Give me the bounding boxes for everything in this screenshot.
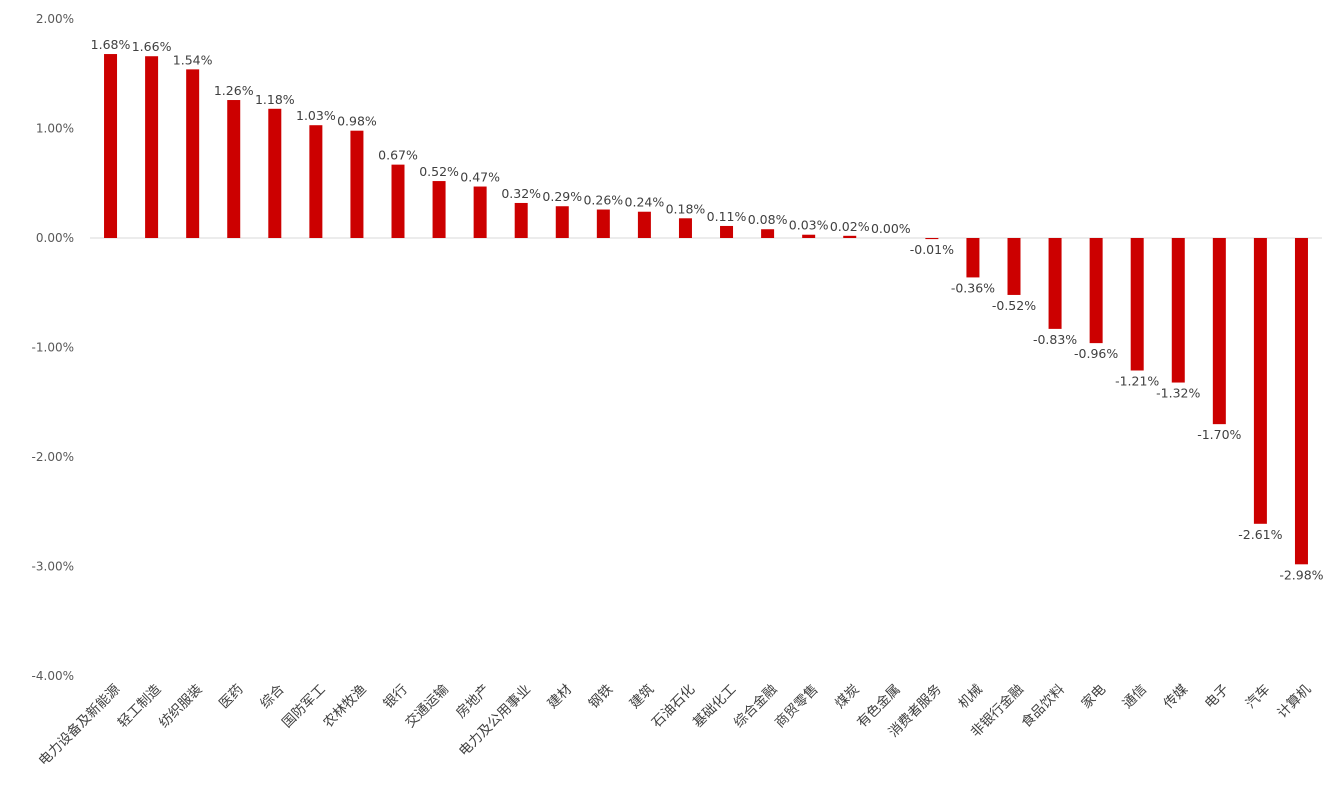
x-tick-label: 国防军工	[279, 682, 328, 731]
data-label: -1.21%	[1115, 373, 1159, 388]
bar-22	[966, 238, 980, 278]
bar-1	[104, 54, 118, 238]
data-label: 0.47%	[460, 170, 500, 185]
bar-10	[473, 186, 487, 238]
x-tick-label: 综合金融	[731, 681, 781, 731]
bar-18	[802, 234, 816, 238]
x-tick-label: 汽车	[1242, 681, 1273, 712]
y-tick-label: 1.00%	[36, 122, 74, 136]
x-tick-label: 机械	[955, 682, 985, 712]
data-label: 0.29%	[542, 189, 582, 204]
bar-26	[1130, 238, 1144, 371]
data-label: -1.32%	[1156, 386, 1200, 401]
x-tick-label: 商贸零售	[772, 682, 821, 731]
bar-15	[678, 218, 692, 238]
data-label: 0.03%	[789, 218, 829, 233]
data-label: 0.11%	[707, 209, 747, 224]
data-label: 1.66%	[132, 39, 172, 54]
data-label: 0.26%	[583, 193, 623, 208]
x-tick-label: 钢铁	[586, 681, 617, 712]
data-label: -0.52%	[992, 298, 1036, 313]
bar-19	[843, 235, 857, 238]
x-tick-label: 房地产	[453, 682, 493, 722]
data-label: 0.18%	[666, 201, 706, 216]
data-label-group: 1.68% 1.66%1.54% 1.26%1.18%1.03% 0.98% 0.67%…	[91, 37, 1324, 582]
x-tick-label: 农林牧渔	[320, 682, 369, 731]
bar-11	[514, 202, 528, 238]
bar-28	[1212, 238, 1226, 425]
bar-29	[1253, 238, 1267, 524]
bar-21	[925, 238, 939, 240]
bar-7	[350, 130, 364, 238]
data-label: 0.00%	[871, 221, 911, 236]
bar-25	[1089, 238, 1103, 344]
x-tick-label: 电力及公用事业	[456, 682, 534, 760]
data-label: 0.32%	[501, 186, 541, 201]
y-tick-label: -4.00%	[32, 669, 74, 683]
data-label: 1.26%	[214, 83, 254, 98]
bar-6	[309, 125, 323, 238]
x-tick-label: 电力设备及新能源	[35, 680, 124, 769]
x-tick-label: 综合	[257, 681, 288, 712]
y-tick-label: 2.00%	[36, 12, 74, 26]
data-label: 0.52%	[419, 164, 459, 179]
bar-series	[104, 54, 1308, 565]
bar-9	[432, 181, 446, 238]
x-tick-label: 交通运输	[402, 680, 453, 731]
data-label: -0.96%	[1074, 346, 1118, 361]
data-label: 0.67%	[378, 148, 418, 163]
bar-14	[637, 211, 651, 238]
x-tick-label: 纺织服装	[156, 682, 205, 731]
y-tick-label: -2.00%	[32, 450, 74, 464]
x-tick-label: 家电	[1078, 681, 1109, 712]
y-tick-label: 0.00%	[36, 231, 74, 245]
data-label: -2.98%	[1279, 567, 1323, 582]
bar-3	[186, 69, 200, 239]
data-label: 1.68%	[91, 37, 131, 52]
data-label: 0.08%	[748, 212, 788, 227]
bar-16	[720, 225, 734, 238]
data-label: 0.98%	[337, 114, 377, 129]
data-label: -1.70%	[1197, 427, 1241, 442]
y-axis: 2.00% 1.00% 0.00% -1.00% -2.00% -3.00% -4.00%	[32, 12, 74, 683]
bar-4	[227, 100, 241, 238]
x-tick-label: 通信	[1120, 682, 1150, 712]
bar-5	[268, 108, 282, 238]
data-label: 0.24%	[625, 195, 665, 210]
data-label: -0.83%	[1033, 332, 1077, 347]
data-label: 1.54%	[173, 52, 213, 67]
x-tick-label: 煤炭	[832, 682, 862, 712]
bar-23	[1007, 238, 1021, 295]
bar-8	[391, 164, 405, 238]
data-label: 1.18%	[255, 92, 295, 107]
y-tick-label: -1.00%	[32, 341, 74, 355]
x-tick-label: 轻工制造	[115, 681, 165, 731]
x-tick-label: 基础化工	[689, 681, 739, 731]
bar-12	[555, 206, 569, 238]
bar-2	[145, 56, 159, 239]
x-tick-label: 计算机	[1274, 681, 1314, 721]
bar-13	[596, 209, 610, 238]
data-label: 0.02%	[830, 219, 870, 234]
x-tick-label: 建筑	[627, 681, 658, 712]
x-tick-label: 电子	[1202, 682, 1232, 712]
bar-30	[1294, 238, 1308, 565]
bar-27	[1171, 238, 1185, 383]
data-label: -0.36%	[951, 280, 995, 295]
x-tick-label: 建材	[545, 682, 575, 712]
bar-17	[761, 229, 775, 238]
x-tick-label: 医药	[216, 682, 246, 712]
data-label: -2.61%	[1238, 527, 1282, 542]
x-tick-label: 食品饮料	[1018, 680, 1069, 731]
x-tick-label: 传媒	[1161, 681, 1192, 712]
x-tick-label: 石油石化	[649, 682, 698, 731]
y-tick-label: -3.00%	[32, 560, 74, 574]
bar-24	[1048, 238, 1062, 329]
x-tick-label: 银行	[380, 682, 410, 712]
data-label: -0.01%	[910, 242, 954, 257]
data-label: 1.03%	[296, 108, 336, 123]
